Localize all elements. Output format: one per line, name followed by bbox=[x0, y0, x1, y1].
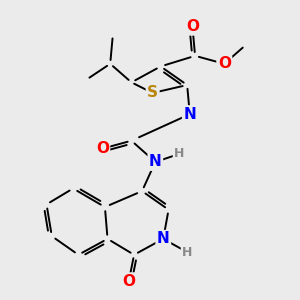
Text: S: S bbox=[147, 85, 158, 100]
Text: O: O bbox=[218, 56, 231, 71]
Text: H: H bbox=[174, 148, 184, 160]
Text: N: N bbox=[149, 154, 162, 169]
Text: N: N bbox=[183, 107, 196, 122]
Text: N: N bbox=[157, 231, 169, 246]
Text: O: O bbox=[122, 274, 135, 289]
Text: H: H bbox=[182, 246, 192, 259]
Text: O: O bbox=[96, 141, 109, 156]
Text: O: O bbox=[186, 19, 199, 34]
